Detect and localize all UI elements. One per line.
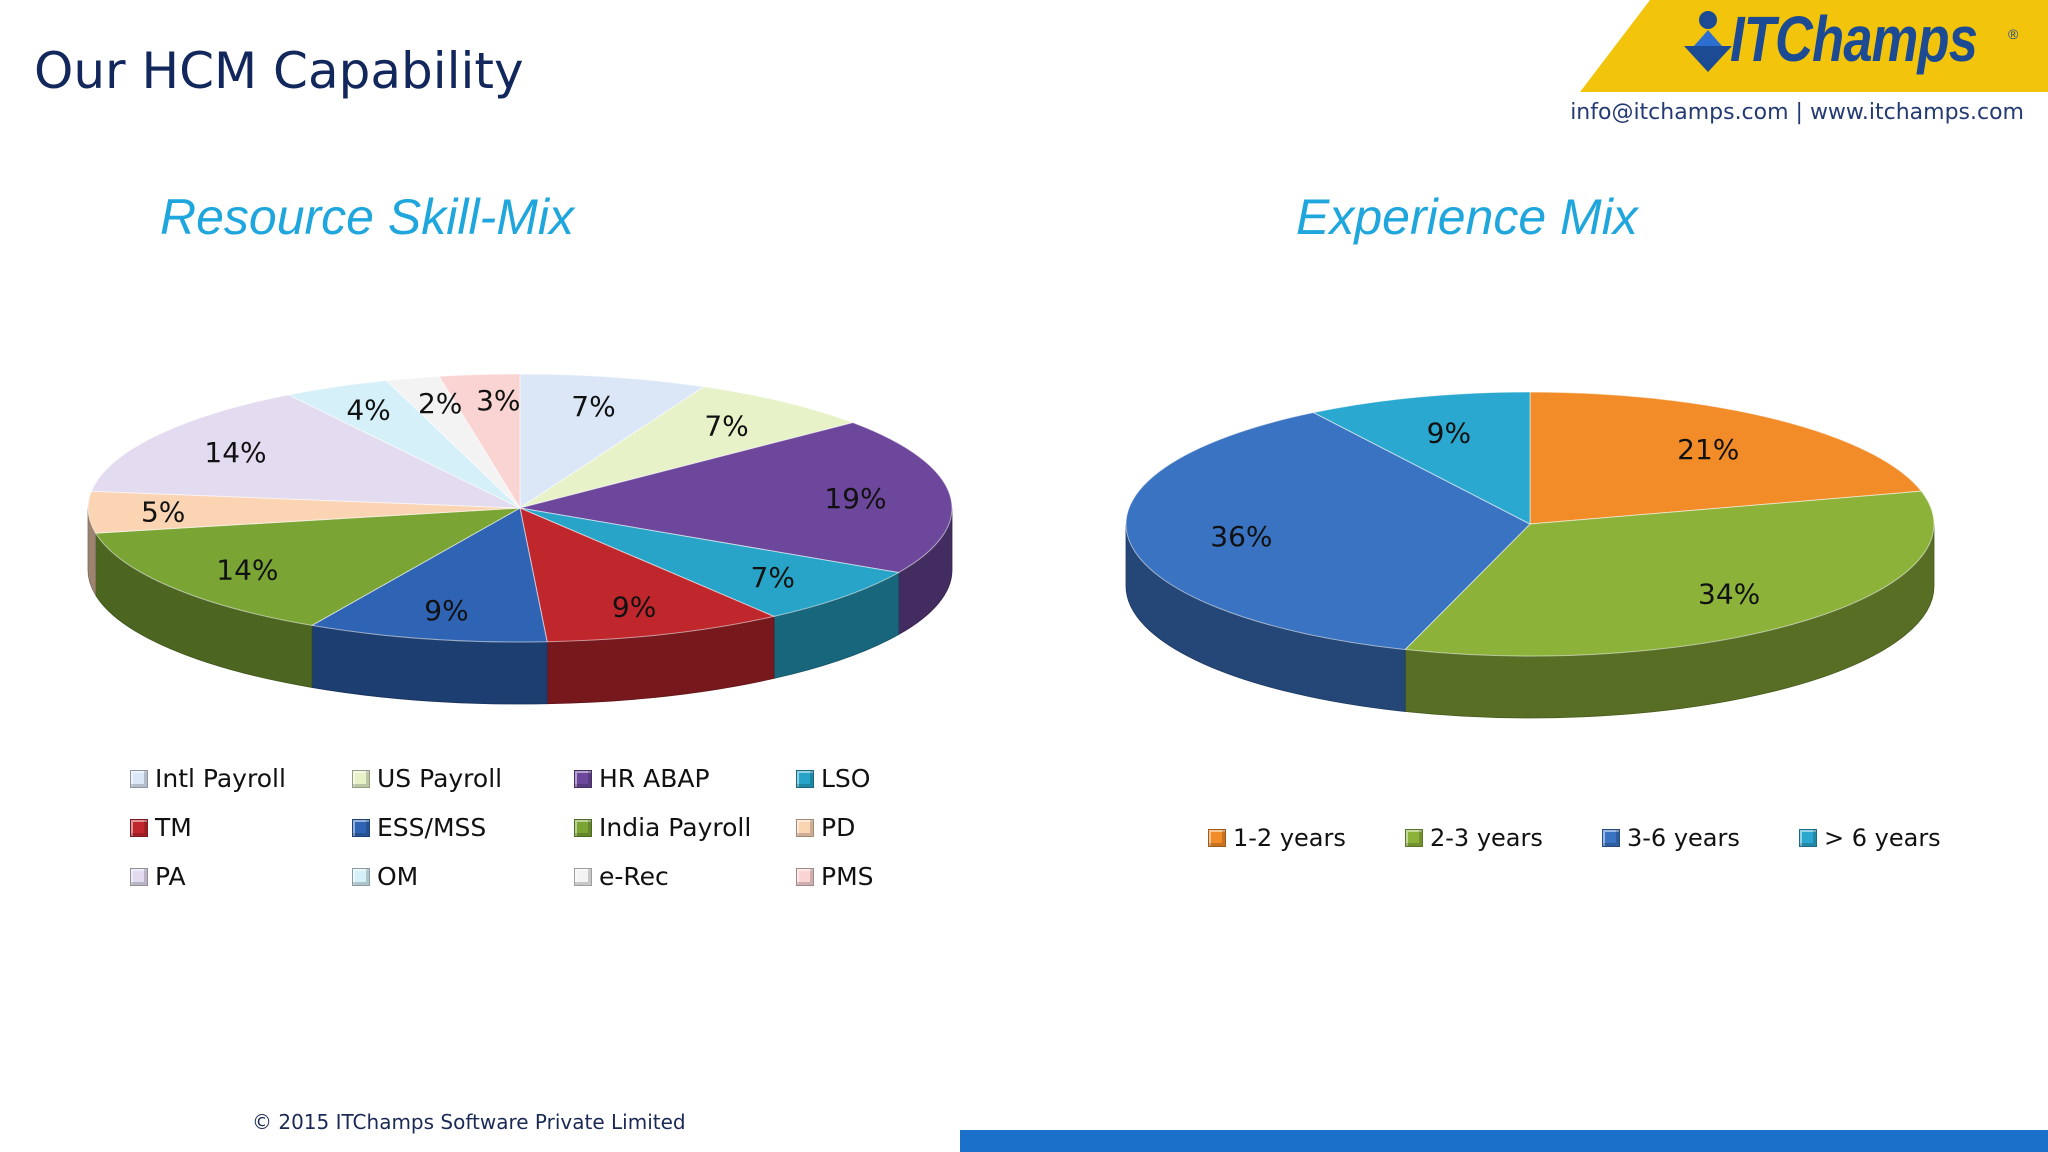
itchamps-logo: ITChamps ® [1580,0,2048,92]
legend-swatch [1405,829,1423,847]
skill-slice-tm [519,507,776,643]
experience-slice-1-2-years [1529,391,1923,525]
skill-legend-item-om: OM [352,862,418,891]
skill-legend-item-tm: TM [130,813,192,842]
legend-swatch [130,818,148,837]
legend-label: PD [821,813,856,842]
experience-label-3-6-years: 36% [1210,520,1272,553]
legend-swatch [796,818,814,837]
experience-legend-item-1-2-years: 1-2 years [1208,824,1346,852]
legend-label: Intl Payroll [155,764,286,793]
experience-legend-item-2-3-years: 2-3 years [1405,824,1543,852]
legend-swatch [1208,829,1226,847]
skill-label-intl-payroll: 7% [571,390,615,423]
skill-slice-lso [519,507,901,617]
legend-swatch [574,818,592,837]
legend-swatch [352,867,370,886]
skill-slice-us-payroll [519,386,855,509]
legend-label: 2-3 years [1430,824,1543,852]
experience-label-6-years: 9% [1427,417,1471,450]
logo-banner [1580,0,2048,92]
logo-text: ITChamps [1730,3,1978,75]
skill-label-pms: 3% [476,384,520,417]
legend-label: TM [155,813,192,842]
copyright-footer: © 2015 ITChamps Software Private Limited [252,1110,686,1134]
skill-label-tm: 9% [612,590,656,623]
legend-label: PMS [821,862,874,891]
legend-label: OM [377,862,419,891]
legend-label: > 6 years [1824,824,1941,852]
legend-swatch [574,867,592,886]
globe-icon [1699,11,1717,29]
experience-legend-item-3-6-years: 3-6 years [1602,824,1740,852]
experience-label-1-2-years: 21% [1677,433,1739,466]
experience-label-2-3-years: 34% [1698,577,1760,610]
legend-label: 3-6 years [1627,824,1740,852]
skill-mix-title: Resource Skill-Mix [160,189,574,245]
skill-label-pd: 5% [141,495,185,528]
skill-legend-item-ess-mss: ESS/MSS [352,813,486,842]
legend-label: e-Rec [599,862,669,891]
skill-legend-item-pms: PMS [796,862,874,891]
legend-swatch [352,818,370,837]
skill-label-india-payroll: 14% [216,553,278,586]
experience-slice-3-6-years [1125,412,1531,651]
legend-swatch [796,769,814,788]
skill-legend-item-e-rec: e-Rec [574,862,669,891]
skill-mix-pie: 7% 7% 19% 7% 9% 9% 14% 5% 14% 4% 2% 3% [87,373,953,705]
skill-slice-pms [438,373,521,510]
logo-registered-mark: ® [2008,26,2019,42]
skill-label-ess-mss: 9% [424,594,468,627]
skill-slice-intl-payroll [519,373,706,509]
skill-legend-item-us-payroll: US Payroll [352,764,502,793]
experience-slice-6-years [1312,391,1531,525]
page-title: Our HCM Capability [34,42,524,100]
footer-bar [960,1130,2048,1152]
legend-label: ESS/MSS [377,813,487,842]
experience-slice-2-3-years [1404,490,1935,657]
skill-label-lso: 7% [751,561,795,594]
legend-swatch [574,769,592,788]
legend-swatch [1602,829,1620,847]
pyramid-icon [1684,46,1732,72]
skill-legend-item-lso: LSO [796,764,870,793]
skill-slice-hr-abap [519,422,953,574]
skill-legend-item-pd: PD [796,813,855,842]
skill-label-pa: 14% [204,436,266,469]
legend-swatch [130,867,148,886]
legend-label: HR ABAP [599,764,710,793]
legend-label: 1-2 years [1233,824,1346,852]
experience-mix-title: Experience Mix [1296,189,1638,245]
legend-label: PA [155,862,186,891]
skill-legend-item-pa: PA [130,862,186,891]
skill-label-e-rec: 2% [418,387,462,420]
legend-swatch [796,867,814,886]
skill-label-om: 4% [346,393,390,426]
legend-swatch [1799,829,1817,847]
skill-label-hr-abap: 19% [824,482,886,515]
contact-info: info@itchamps.com | www.itchamps.com [1570,100,2024,125]
skill-slice-india-payroll [94,507,521,626]
legend-swatch [130,769,148,788]
legend-label: India Payroll [599,813,752,842]
skill-slice-ess-mss [310,507,548,643]
skill-label-us-payroll: 7% [704,409,748,442]
legend-label: LSO [821,764,871,793]
legend-label: US Payroll [377,764,503,793]
skill-slice-pa [90,394,521,509]
skill-legend-item-india-payroll: India Payroll [574,813,751,842]
experience-legend-item-6-years: > 6 years [1799,824,1941,852]
experience-mix-pie: 21% 34% 36% 9% [1125,391,1935,719]
skill-legend-item-hr-abap: HR ABAP [574,764,710,793]
skill-legend-item-intl-payroll: Intl Payroll [130,764,286,793]
legend-swatch [352,769,370,788]
